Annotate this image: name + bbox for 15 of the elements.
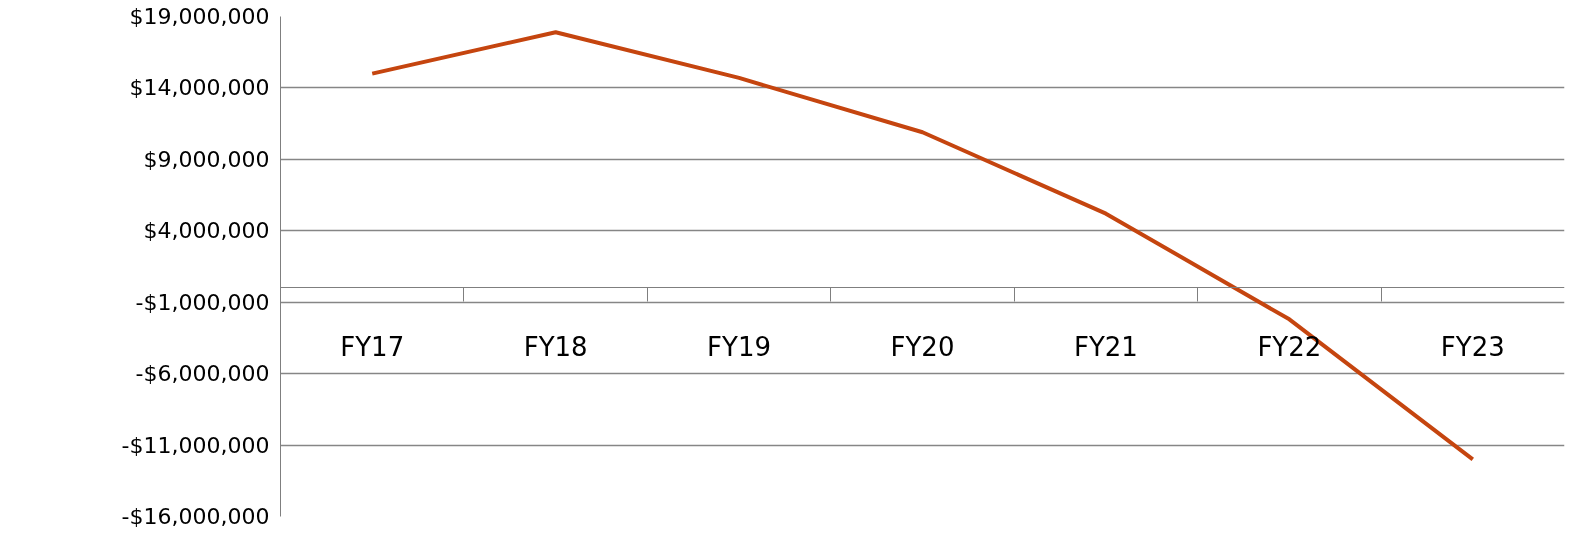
x-tick-label: FY20	[890, 331, 955, 362]
x-tick-label: FY17	[340, 331, 405, 362]
x-tick-label: FY19	[707, 331, 772, 362]
y-tick-label: -$6,000,000	[135, 361, 270, 387]
x-tick-label: FY22	[1257, 331, 1322, 362]
y-tick-label: $19,000,000	[129, 4, 270, 29]
x-tick-label: FY23	[1440, 331, 1505, 362]
x-tick-label: FY18	[523, 331, 588, 362]
y-tick-label: -$16,000,000	[121, 504, 270, 529]
y-tick-label: $14,000,000	[129, 75, 270, 101]
y-tick-label: -$11,000,000	[121, 432, 270, 458]
y-tick-label: $9,000,000	[143, 146, 270, 172]
y-tick-label: $4,000,000	[143, 218, 270, 244]
x-tick-label: FY21	[1073, 331, 1138, 362]
y-tick-label: -$1,000,000	[135, 289, 270, 315]
